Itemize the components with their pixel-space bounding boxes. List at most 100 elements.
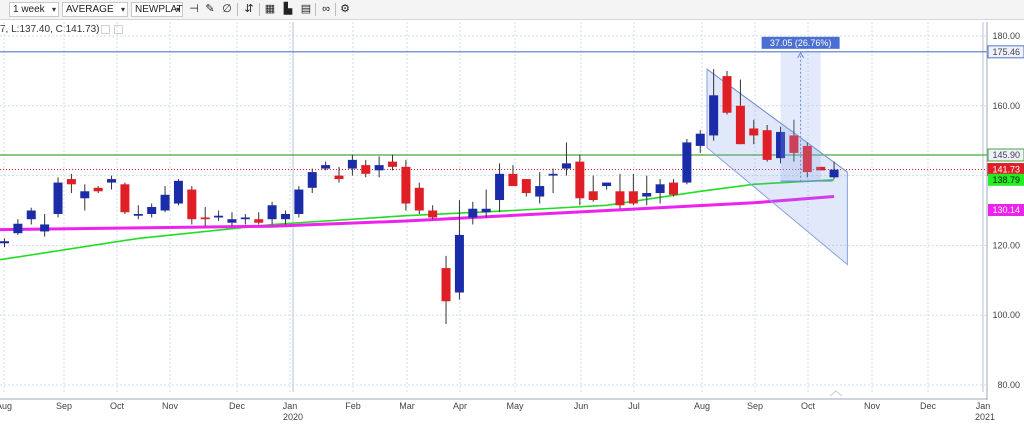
x-tick-label: Sep	[56, 401, 72, 411]
price-tag-label: 145.90	[992, 150, 1020, 160]
candle-body	[615, 191, 625, 206]
candle-body	[695, 133, 705, 146]
measure-label-box	[761, 36, 840, 49]
x-tick-label: Jan	[283, 401, 298, 411]
candle-body	[13, 223, 23, 234]
indicator-value: AVERAGE	[66, 4, 114, 15]
candle-body	[602, 182, 612, 187]
x-tick-label: Feb	[345, 401, 361, 411]
candle-body	[628, 191, 638, 204]
series-toggle-box[interactable]	[114, 25, 123, 34]
grid-icon[interactable]: ▦	[264, 3, 276, 15]
candle-body	[187, 189, 197, 220]
candle-body	[789, 135, 799, 153]
x-year-label: 2021	[975, 412, 995, 422]
candle-body	[521, 179, 531, 194]
price-tag-label: 175.46	[992, 47, 1020, 57]
candle-body	[575, 161, 585, 199]
link-icon[interactable]: ∞	[322, 3, 330, 15]
y-tick-label: 180.00	[992, 31, 1020, 41]
candle-body	[829, 169, 839, 178]
x-tick-label: Dec	[920, 401, 937, 411]
moving-average-line	[0, 179, 835, 261]
candle-body	[495, 173, 505, 201]
candle-body	[147, 207, 157, 214]
price-tag	[987, 148, 1024, 162]
candle-body	[735, 105, 745, 145]
price-tag	[988, 204, 1024, 217]
candle-body	[120, 184, 130, 213]
candle-body	[214, 215, 224, 218]
x-year-label: 2020	[283, 412, 303, 422]
candle-body	[454, 234, 464, 293]
candle-body	[26, 210, 36, 220]
candle-body	[468, 208, 478, 218]
candle-body	[561, 163, 571, 169]
candle-body	[481, 208, 491, 213]
candle-body	[40, 224, 50, 232]
candle-body	[682, 142, 692, 183]
interval-select[interactable]: 1 week ▾	[9, 2, 59, 17]
magnet-icon[interactable]: ∅	[222, 3, 232, 15]
candle-body	[361, 165, 371, 174]
drawing-tool-select[interactable]: NEWPLAT ▾	[131, 2, 183, 17]
toolbar-divider	[259, 3, 260, 16]
pushpin-icon[interactable]: ⊣	[189, 3, 199, 15]
x-tick-label: May	[506, 401, 524, 411]
candle-body	[588, 191, 598, 201]
settings-icon[interactable]: ⚙	[340, 3, 350, 15]
candle-body	[722, 76, 732, 113]
candle-body	[280, 213, 290, 220]
layout-icon[interactable]: ▤	[300, 3, 312, 15]
candle-body	[53, 182, 63, 214]
candle-body	[240, 217, 250, 220]
x-tick-label: Oct	[801, 401, 816, 411]
candle-body	[374, 165, 384, 171]
candle-body	[669, 182, 678, 195]
x-tick-label: Dec	[229, 401, 246, 411]
candle-body	[160, 194, 170, 211]
candle-body	[173, 180, 183, 204]
candle-body	[749, 128, 759, 136]
horizontal-lines	[0, 51, 987, 171]
candle-body	[414, 187, 424, 211]
candle-body	[428, 210, 438, 218]
candle-body	[655, 184, 665, 194]
indicator-select[interactable]: AVERAGE ▾	[62, 2, 128, 17]
y-tick-label: 100.00	[992, 310, 1020, 320]
candle-body	[107, 179, 117, 183]
chart-toolbar: 1 week ▾ AVERAGE ▾ NEWPLAT ▾ ⊣ ✎ ∅ ⇵ ▦ ▙ ▤ …	[0, 0, 1024, 20]
chevron-down-icon: ▾	[51, 5, 56, 14]
candle-body	[93, 187, 103, 192]
cursor-icon[interactable]: ✎	[205, 3, 215, 15]
candle-body	[267, 205, 277, 220]
series-toggle-box[interactable]	[101, 25, 110, 34]
candle-body	[535, 186, 545, 197]
price-tag	[987, 45, 1024, 59]
grid	[0, 22, 987, 392]
candle-body	[307, 172, 317, 188]
price-tag	[988, 173, 1024, 186]
measure-tool[interactable]: 37.05 (26.76%)	[761, 36, 840, 182]
chart-type-icon[interactable]: ▙	[283, 3, 293, 15]
candle-body	[508, 173, 518, 187]
x-tick-label: Aug	[694, 401, 710, 411]
candle-body	[401, 166, 411, 204]
candle-body	[294, 189, 304, 214]
x-tick-label: Jun	[574, 401, 589, 411]
chevron-down-icon: ▾	[175, 5, 180, 14]
sort-icon[interactable]: ⇵	[244, 3, 254, 15]
candle-body	[802, 145, 812, 173]
candle-body	[227, 219, 237, 223]
chevron-down-icon: ▾	[120, 5, 125, 14]
candle-body	[548, 173, 558, 176]
price-tag-label: 138.79	[992, 175, 1020, 185]
drawing-tool-value: NEWPLAT	[135, 4, 183, 15]
candle-body	[200, 217, 210, 220]
x-tick-label: Jan	[976, 401, 991, 411]
price-tag-label: 141.73	[992, 165, 1020, 175]
candle-body	[388, 161, 398, 167]
scroll-marker-icon	[829, 390, 843, 397]
candle-body	[254, 219, 264, 223]
